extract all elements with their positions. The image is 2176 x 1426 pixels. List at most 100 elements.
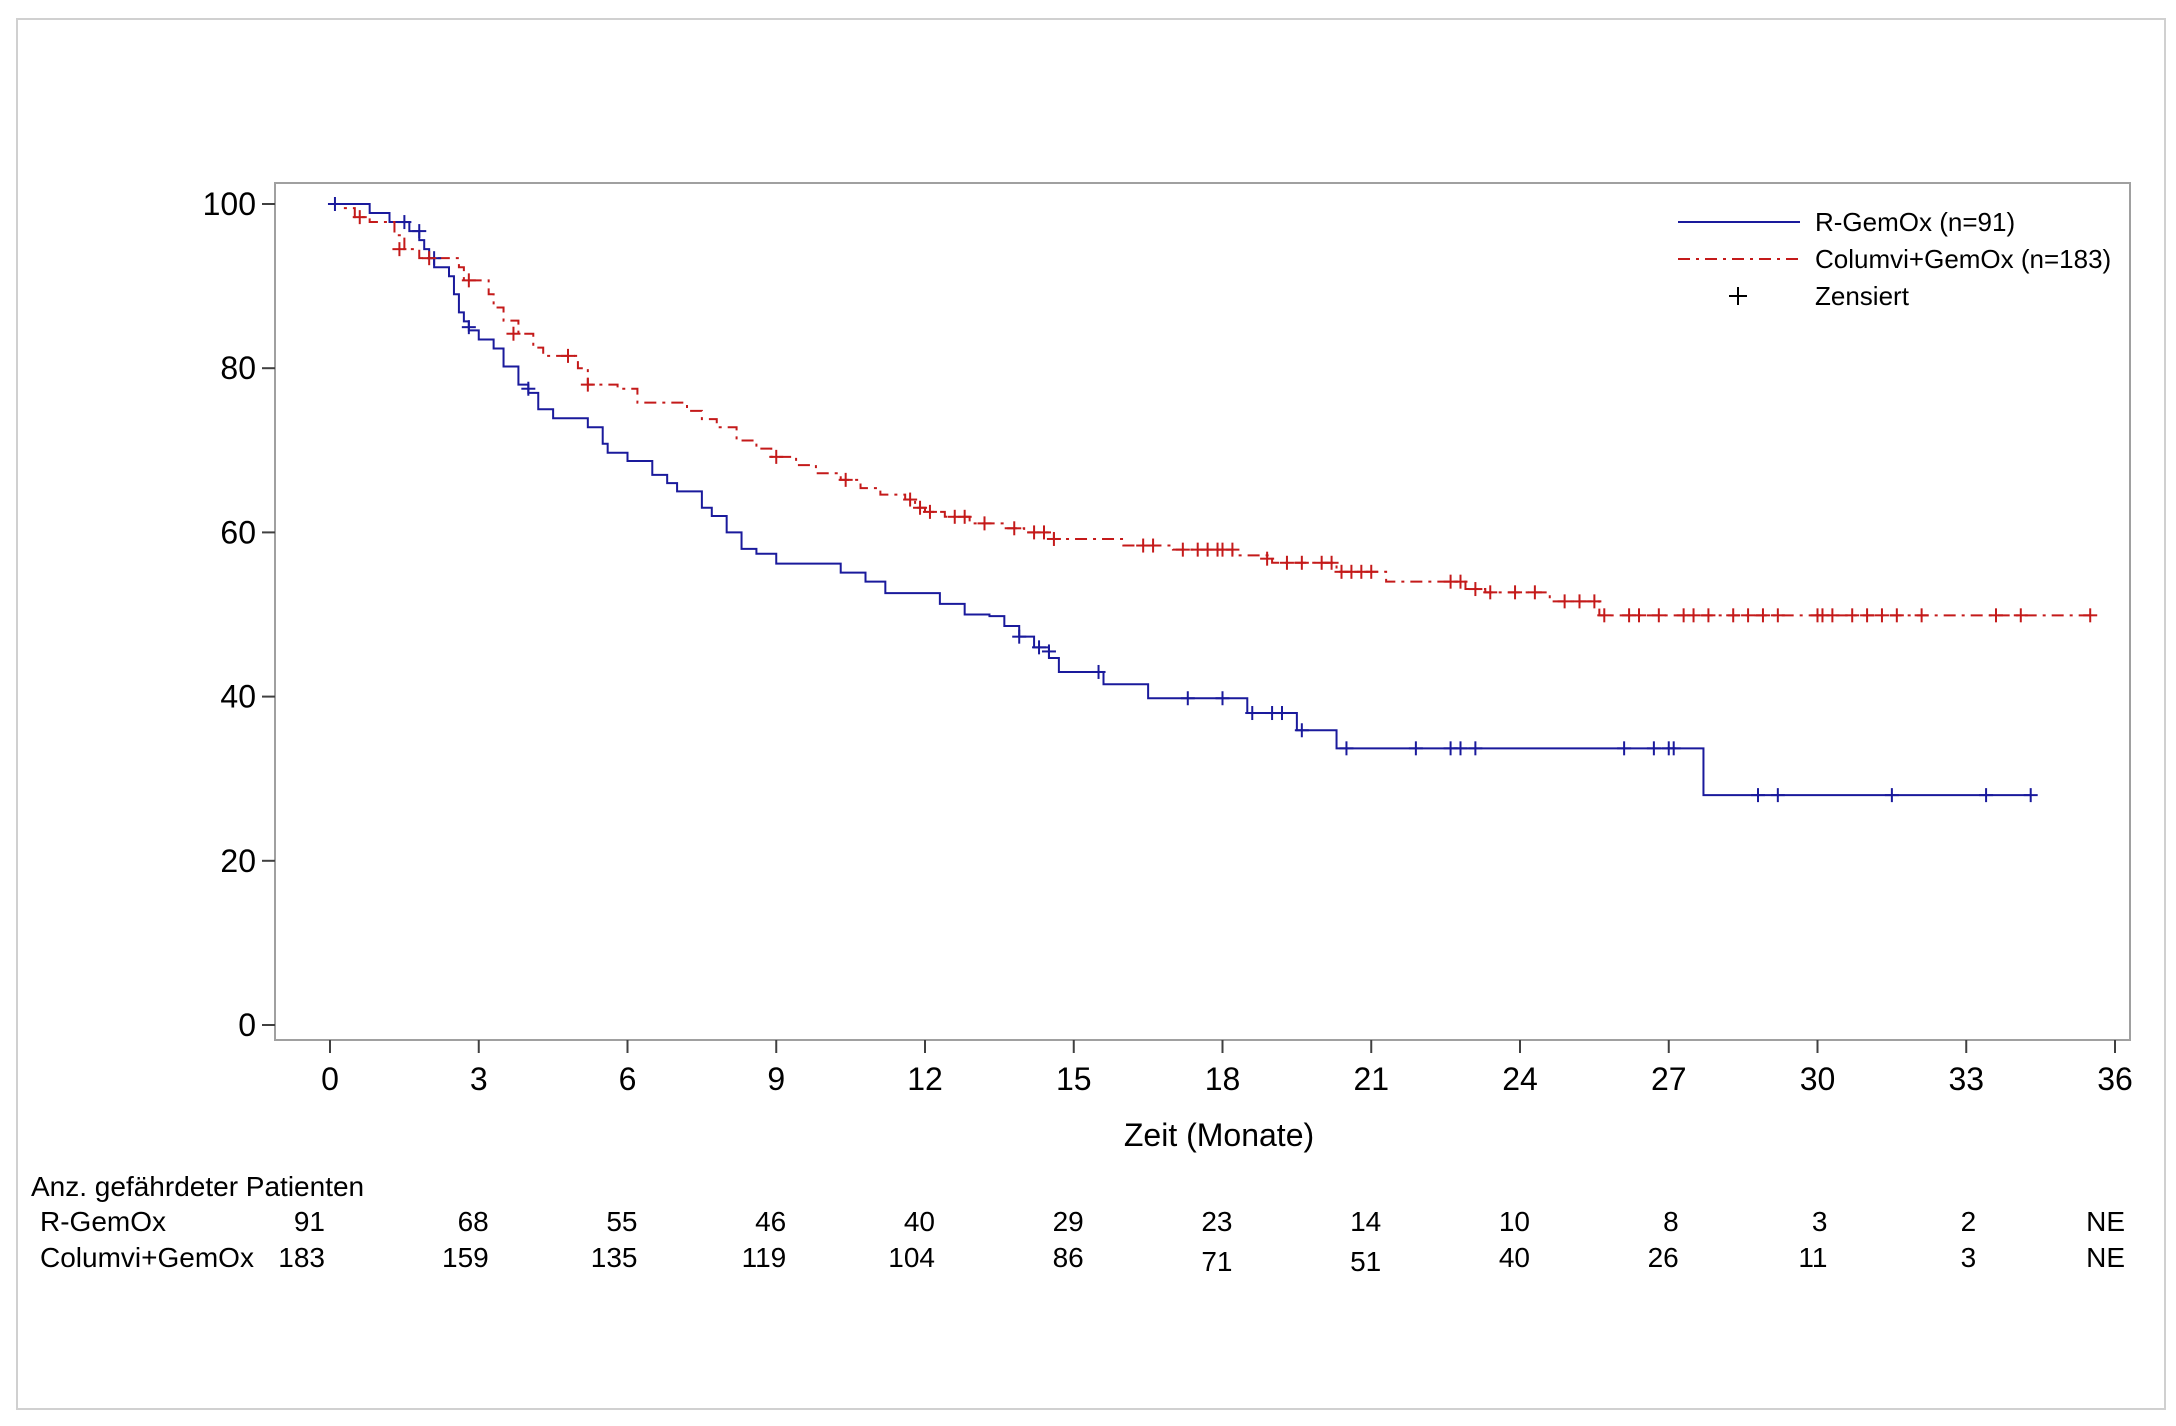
risk-value: 159 (442, 1242, 489, 1273)
risk-value: 29 (1053, 1206, 1084, 1237)
censor-mark-1 (392, 242, 407, 257)
censor-mark-1 (1175, 542, 1190, 557)
risk-value: 40 (1499, 1242, 1530, 1273)
x-tick-label: 36 (2097, 1061, 2133, 1097)
risk-value: 55 (606, 1206, 637, 1237)
y-tick-label: 100 (203, 186, 256, 222)
risk-value: 104 (888, 1242, 935, 1273)
censor-mark-1 (769, 449, 784, 464)
y-axis: 0 20 40 60 80 100 (203, 186, 275, 1043)
censor-mark-1 (913, 500, 928, 515)
censor-mark-0 (397, 215, 412, 230)
censor-mark-0 (1041, 644, 1056, 659)
y-tick-label: 60 (220, 514, 256, 550)
censor-mark-1 (1468, 582, 1483, 597)
risk-value: 3 (1961, 1242, 1977, 1273)
risk-value: 2 (1961, 1206, 1977, 1237)
censor-mark-0 (1408, 741, 1423, 756)
censor-mark-1 (1860, 608, 1875, 623)
censor-mark-0 (521, 381, 536, 396)
censor-mark-1 (1557, 594, 1572, 609)
censor-mark-1 (903, 492, 918, 507)
x-tick-label: 0 (321, 1061, 339, 1097)
censor-mark-1 (1770, 608, 1785, 623)
censor-mark-0 (1751, 788, 1765, 803)
risk-value: 71 (1201, 1246, 1232, 1277)
censor-mark-1 (1632, 608, 1646, 623)
censor-mark-1 (461, 273, 476, 288)
censor-mark-1 (1825, 608, 1840, 623)
risk-value: 10 (1499, 1206, 1530, 1237)
censor-mark-1 (2083, 608, 2098, 623)
chart-frame (16, 18, 2166, 1410)
legend: R-GemOx (n=91) Columvi+GemOx (n=183) Zensi… (1678, 207, 2111, 311)
censor-mark-1 (1046, 531, 1061, 546)
censor-mark-1 (1726, 608, 1741, 623)
risk-value: 119 (742, 1242, 787, 1273)
x-tick-label: 18 (1205, 1061, 1241, 1097)
censor-mark-0 (1468, 741, 1483, 756)
risk-value: NE (2086, 1206, 2125, 1237)
y-tick-label: 80 (220, 350, 256, 386)
censor-mark-1 (1279, 555, 1294, 570)
censor-mark-0 (1666, 741, 1681, 756)
censor-mark-0 (412, 224, 427, 239)
censor-mark-1 (977, 516, 992, 531)
censor-layer (327, 197, 2098, 803)
x-tick-label: 12 (907, 1061, 943, 1097)
risk-value: 91 (294, 1206, 325, 1237)
censor-mark-1 (580, 377, 595, 392)
censor-mark-0 (1012, 629, 1027, 644)
censor-mark-1 (1260, 551, 1275, 566)
censor-mark-1 (1701, 608, 1716, 623)
x-axis: 0 3 6 9 12 15 18 21 24 27 30 33 36 (321, 1040, 2133, 1097)
censor-mark-0 (1180, 691, 1195, 706)
risk-value: 46 (755, 1206, 786, 1237)
risk-value: 183 (278, 1242, 325, 1273)
censor-mark-1 (561, 348, 575, 363)
censor-mark-0 (1032, 640, 1047, 655)
censor-mark-0 (1245, 706, 1260, 721)
risk-value: 86 (1053, 1242, 1084, 1273)
censor-mark-1 (1587, 594, 1602, 609)
risk-value: NE (2086, 1242, 2125, 1273)
censor-mark-0 (1770, 788, 1785, 803)
censor-mark-0 (1884, 788, 1899, 803)
series-line-0 (330, 203, 2031, 797)
censor-mark-1 (1755, 608, 1770, 623)
risk-value: 135 (591, 1242, 638, 1273)
censor-mark-1 (506, 326, 521, 341)
risk-value: 11 (1798, 1242, 1827, 1273)
x-tick-label: 30 (1800, 1061, 1836, 1097)
censor-mark-0 (2023, 788, 2038, 803)
censor-mark-0 (1215, 691, 1230, 706)
x-tick-label: 27 (1651, 1061, 1687, 1097)
censor-mark-1 (1364, 564, 1379, 579)
x-tick-label: 9 (767, 1061, 785, 1097)
censor-mark-0 (1339, 741, 1354, 756)
censor-mark-1 (1989, 608, 2003, 623)
censor-mark-1 (1146, 538, 1161, 553)
censor-mark-0 (1453, 741, 1468, 756)
x-axis-title: Zeit (Monate) (1124, 1117, 1314, 1153)
censor-mark-0 (1617, 741, 1632, 756)
risk-table: Anz. gefährdeter Patienten R-GemOx 91 68 55 4… (31, 1171, 2125, 1277)
censor-mark-1 (1686, 608, 1701, 623)
censor-mark-1 (838, 472, 853, 487)
legend-censor-symbol (1729, 287, 1747, 305)
legend-censor-label: Zensiert (1815, 281, 1910, 311)
risk-value: 26 (1648, 1242, 1679, 1273)
risk-value: 68 (458, 1206, 489, 1237)
censor-mark-1 (1572, 594, 1587, 609)
censor-mark-0 (1979, 788, 1994, 803)
censor-mark-1 (1294, 555, 1309, 570)
y-tick-label: 20 (220, 843, 256, 879)
censor-mark-1 (1508, 585, 1523, 600)
risk-value: 51 (1350, 1246, 1381, 1277)
censor-mark-0 (461, 320, 476, 335)
x-tick-label: 15 (1056, 1061, 1092, 1097)
risk-value: 40 (904, 1206, 935, 1237)
legend-label-0: R-GemOx (n=91) (1815, 207, 2015, 237)
censor-mark-1 (1007, 521, 1022, 536)
